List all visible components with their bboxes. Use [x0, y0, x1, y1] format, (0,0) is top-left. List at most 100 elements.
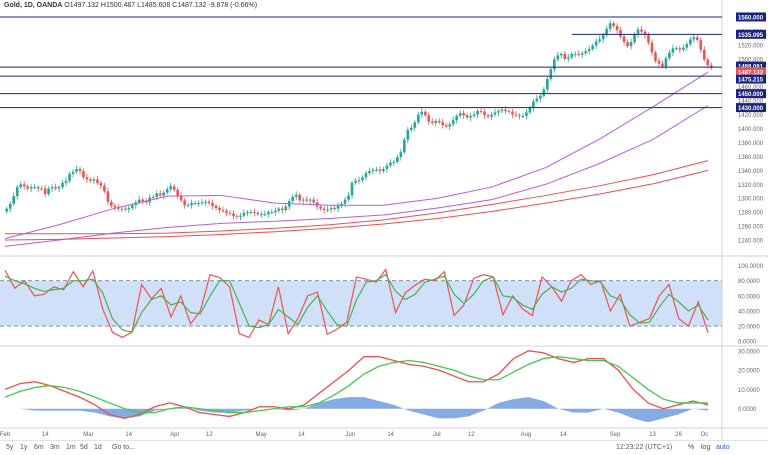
candle-body [193, 203, 197, 205]
time-axis-label: Apr [170, 432, 179, 438]
candle-group [5, 19, 713, 221]
candle-body [89, 179, 92, 181]
price-label-box [736, 67, 766, 77]
candle-body [696, 37, 699, 40]
time-axis-label: 26 [675, 432, 682, 438]
price-tick-label: 1520.000 [738, 43, 764, 49]
percent-toggle[interactable]: % [688, 444, 695, 451]
candle-body [336, 205, 340, 209]
candle-body [410, 127, 413, 130]
candle-body [389, 162, 392, 166]
candle-body [172, 186, 176, 190]
candle-body [601, 35, 605, 40]
price-label-box [736, 89, 766, 99]
auto-toggle[interactable]: auto [716, 444, 730, 451]
candle-body [8, 203, 12, 209]
candle-body [434, 120, 438, 123]
candle-body [392, 161, 396, 163]
candle-body [403, 139, 406, 153]
candle-body [671, 48, 675, 53]
candle-body [563, 53, 567, 59]
candle-body [699, 39, 703, 50]
candle-body [110, 201, 113, 206]
candle-body [103, 185, 106, 192]
candle-body [204, 201, 207, 203]
candle-body [451, 120, 455, 125]
candle-body [235, 216, 239, 218]
candle-body [96, 179, 99, 183]
price-tick-label: 1500.000 [738, 57, 764, 63]
low-value: L1485.608 [137, 2, 171, 9]
clock-time: 12:23:22 (UTC+1) [616, 444, 673, 451]
candle-body [350, 182, 354, 196]
candle-body [640, 29, 643, 32]
candle-body [232, 213, 235, 217]
candle-body [626, 42, 629, 47]
macd-histogram [5, 397, 708, 423]
candle-body [68, 173, 71, 181]
candle-body [608, 23, 612, 29]
range-1m[interactable]: 1m [66, 444, 76, 451]
candle-body [556, 55, 560, 60]
candle-body [430, 121, 434, 123]
candle-body [441, 122, 445, 126]
price-tick-label: 1460.000 [738, 85, 764, 91]
time-axis-label: Jun [346, 432, 356, 438]
candle-body [385, 165, 389, 169]
chart-canvas[interactable]: 1240.0001260.0001280.0001300.0001320.000… [0, 0, 768, 440]
price-tick-label: 1300.000 [738, 197, 764, 203]
candle-body [64, 180, 68, 183]
candle-body [668, 52, 671, 59]
candle-body [246, 212, 249, 214]
time-axis-label: 14 [560, 432, 567, 438]
macd-tick-label: 10.0000 [738, 388, 760, 394]
candle-body [225, 210, 228, 213]
candle-body [71, 171, 75, 174]
range-5y[interactable]: 5y [6, 444, 14, 451]
time-axis-label: Jul [433, 432, 441, 438]
candle-body [19, 184, 22, 188]
candle-body [26, 186, 29, 189]
bottom-toolbar: 5y 1y 6m 3m 1m 5d 1d Go to... 12:23:22 (… [0, 440, 768, 455]
candle-body [361, 177, 364, 181]
range-6m[interactable]: 6m [34, 444, 44, 451]
stochastic-tick-label: 20.0000 [738, 325, 760, 331]
macd-tick-label: 30.0000 [738, 349, 760, 355]
candle-body [294, 194, 298, 197]
signal-line [4, 355, 708, 414]
candle-body [378, 169, 382, 172]
price-tick-label: 1420.000 [738, 113, 764, 119]
candle-body [546, 79, 549, 90]
price-label-box [736, 74, 766, 84]
candle-body [657, 60, 661, 64]
candle-body [521, 115, 525, 117]
price-label-box [736, 103, 766, 113]
range-5d[interactable]: 5d [80, 444, 88, 451]
candle-body [542, 89, 546, 96]
candle-body [619, 30, 622, 37]
candle-body [444, 125, 448, 127]
range-3m[interactable]: 3m [50, 444, 60, 451]
candle-body [532, 101, 535, 108]
candle-body [151, 196, 155, 198]
range-1d[interactable]: 1d [94, 444, 102, 451]
candle-body [371, 169, 375, 172]
price-tick-label: 1360.000 [738, 155, 764, 161]
candle-body [329, 207, 333, 210]
candle-body [326, 209, 329, 211]
stochastic-k-line [4, 267, 709, 339]
candle-body [702, 49, 706, 60]
candle-body [291, 196, 295, 202]
candle-body [500, 109, 504, 112]
time-axis-label: 14 [298, 432, 305, 438]
time-axis-label: 13 [649, 432, 656, 438]
goto-button[interactable]: Go to... [112, 444, 135, 451]
candle-body [375, 169, 378, 171]
candle-body [706, 59, 710, 66]
close-value: C1487.132 [172, 2, 207, 9]
log-toggle[interactable]: log [701, 444, 711, 451]
range-1y[interactable]: 1y [20, 444, 28, 451]
candle-body [364, 173, 368, 178]
candle-body [50, 187, 54, 189]
